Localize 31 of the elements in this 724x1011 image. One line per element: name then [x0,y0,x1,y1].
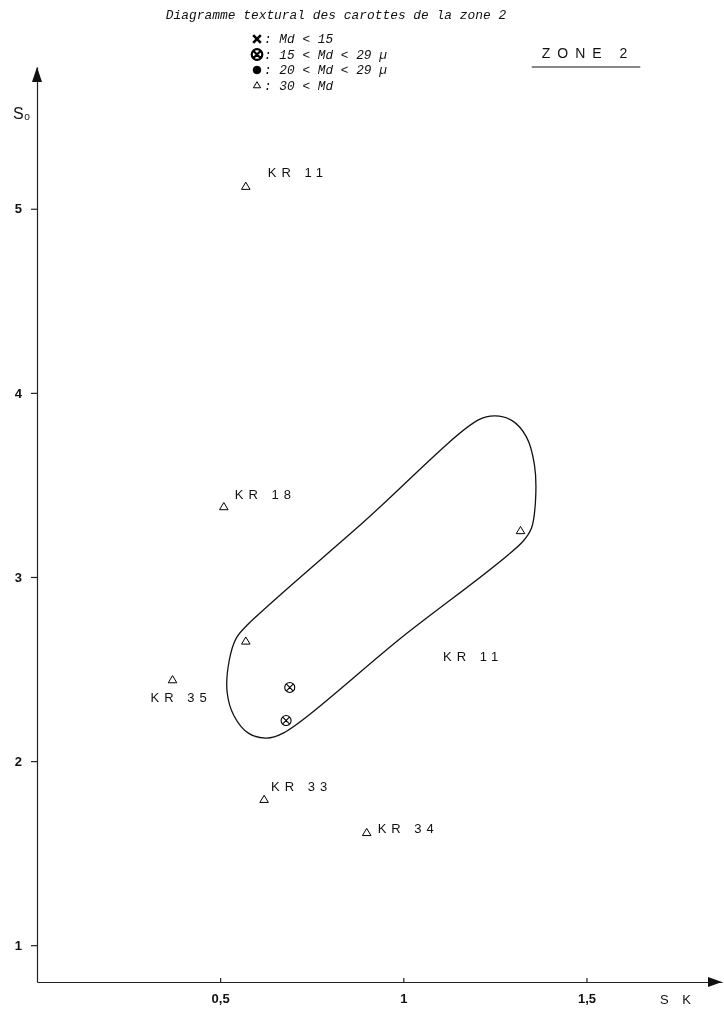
point [515,525,526,535]
y-axis-title: S₀ [13,105,31,122]
x-axis-title: S K [660,992,696,1007]
x-tick-label: 1 [400,991,408,1007]
point [219,502,229,511]
annotation: KR 11 [443,649,504,664]
point [284,681,296,693]
legend-label: : Md < 15 [264,32,334,47]
point [241,181,251,190]
legend-label: : 15 < Md < 29 µ [264,47,388,63]
y-tick-label: 3 [14,569,22,585]
point [259,794,269,803]
annotation: KR 11 [267,164,328,180]
point [280,715,292,727]
annotation: KR 35 [150,690,212,706]
legend-label: : 20 < Md < 29 µ [264,63,388,78]
y-tick-label: 4 [14,385,23,401]
y-tick-label: 1 [14,937,22,953]
point [167,675,178,684]
annotation: KR 33 [271,778,333,794]
x-tick-label: 1,5 [577,991,596,1007]
x-tick-label: 0,5 [211,991,230,1007]
y-tick-label: 2 [14,753,22,769]
y-tick-label: 5 [14,201,22,217]
point [361,827,372,837]
text: ZONE 2 [541,45,635,61]
point [241,636,251,645]
annotation: KR 34 [377,820,439,836]
chart-title: Diagramme textural des carottes de la zone 2 [165,8,507,23]
legend-label: : 30 < Md [264,78,334,94]
annotation: KR 18 [234,487,296,503]
